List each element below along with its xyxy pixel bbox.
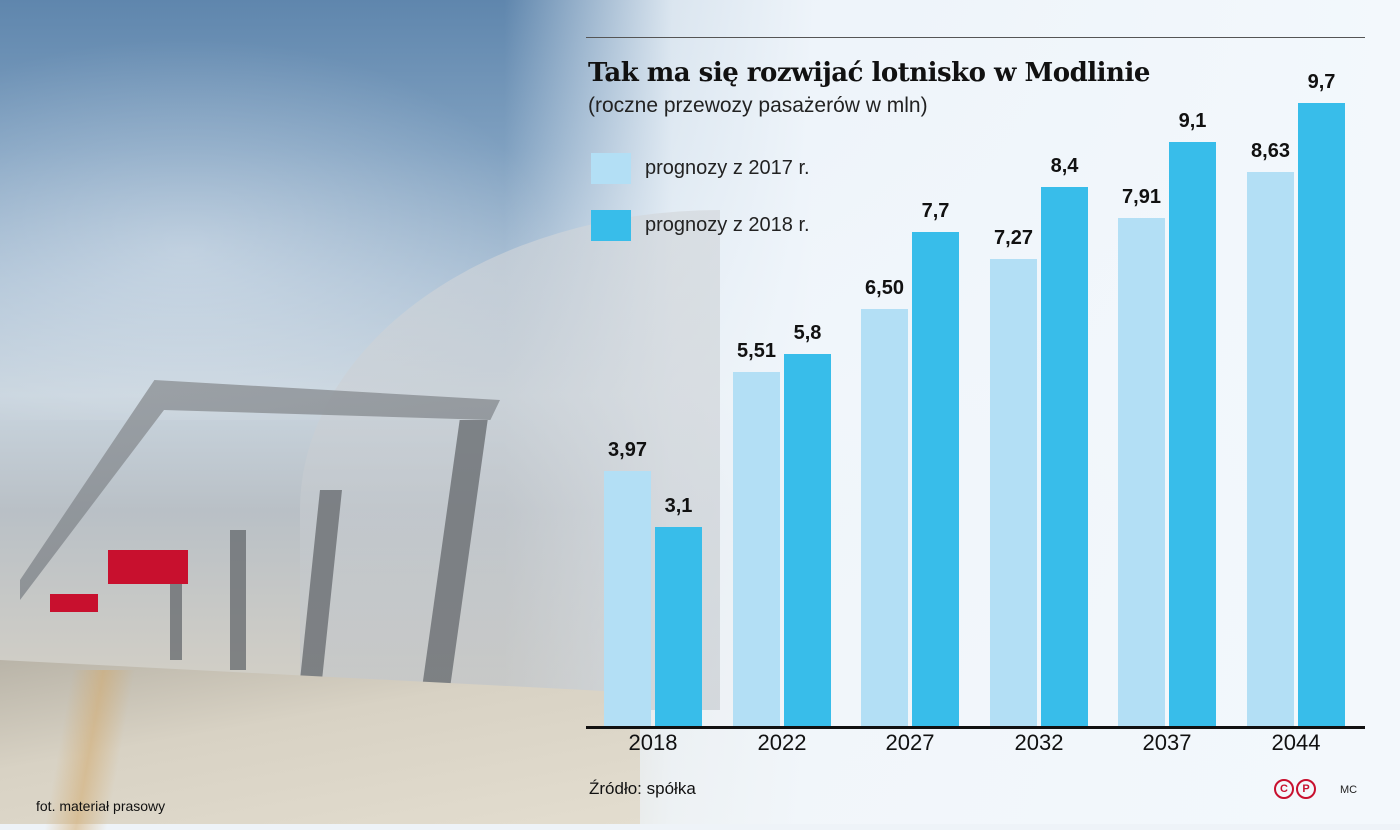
bar-value-label: 9,7 <box>1307 71 1336 93</box>
legend-item-2017: prognozy z 2017 r. <box>591 153 810 184</box>
bar-2044-series-2 <box>1298 103 1345 726</box>
bar-2037-series-1 <box>1118 218 1165 726</box>
bar-value-label: 6,50 <box>865 277 904 299</box>
background-pillar <box>230 530 246 670</box>
bar-2018-series-2 <box>655 527 702 726</box>
legend-swatch-2018 <box>591 210 631 241</box>
photo-credit: fot. materiał prasowy <box>36 798 166 814</box>
chart-subtitle: (roczne przewozy pasażerów w mln) <box>588 94 928 117</box>
bar-value-label: 8,63 <box>1251 140 1290 162</box>
bar-2027-series-2 <box>912 232 959 726</box>
bar-2037-series-2 <box>1169 142 1216 726</box>
bar-value-label: 7,91 <box>1122 186 1161 208</box>
chart-title: Tak ma się rozwijać lotnisko w Modlinie <box>588 58 1150 88</box>
bar-value-label: 9,1 <box>1178 110 1207 132</box>
bar-2018-series-1 <box>604 471 651 726</box>
bar-2032-series-2 <box>1041 187 1088 726</box>
legend-label-2018: prognozy z 2018 r. <box>645 214 810 236</box>
legend-swatch-2017 <box>591 153 631 184</box>
bar-2032-series-1 <box>990 259 1037 726</box>
background-red-sign <box>50 594 98 612</box>
bar-2027-series-1 <box>861 309 908 726</box>
x-axis-label-2027: 2027 <box>885 730 935 755</box>
bar-value-label: 5,8 <box>793 322 822 344</box>
x-axis-label-2022: 2022 <box>757 730 807 755</box>
legend-label-2017: prognozy z 2017 r. <box>645 157 810 179</box>
x-axis-label-2032: 2032 <box>1014 730 1064 755</box>
bar-value-label: 3,1 <box>664 495 693 517</box>
bar-value-label: 8,4 <box>1050 155 1079 177</box>
author-initials: MC <box>1340 784 1358 796</box>
background-platform-stripe <box>10 670 190 830</box>
bar-2022-series-1 <box>733 372 780 726</box>
x-axis-label-2018: 2018 <box>628 730 678 755</box>
top-rule <box>586 37 1365 38</box>
copyright-c-icon: C <box>1274 779 1294 799</box>
bar-value-label: 7,7 <box>921 200 950 222</box>
bar-value-label: 7,27 <box>994 227 1033 249</box>
cp-logo: C P <box>1274 779 1316 799</box>
x-axis-label-2044: 2044 <box>1271 730 1321 755</box>
copyright-p-icon: P <box>1296 779 1316 799</box>
x-axis-label-2037: 2037 <box>1142 730 1192 755</box>
source-note: Źródło: spółka <box>589 779 696 798</box>
bar-value-label: 5,51 <box>737 340 776 362</box>
legend-item-2018: prognozy z 2018 r. <box>591 210 810 241</box>
bar-value-label: 3,97 <box>608 439 647 461</box>
bar-2044-series-1 <box>1247 172 1294 726</box>
x-axis-line <box>586 726 1365 729</box>
background-red-sign <box>108 550 188 584</box>
bar-2022-series-2 <box>784 354 831 726</box>
